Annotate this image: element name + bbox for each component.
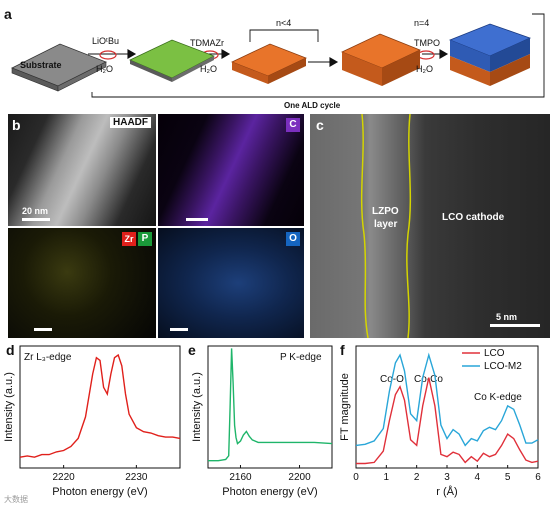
- chart-d-xtick-label: 2230: [125, 472, 148, 483]
- chart-f-xtick-label: 6: [535, 472, 541, 483]
- chart-e-xtick-label: 2200: [288, 472, 311, 483]
- chart-e-ylabel: Intensity (a.u.): [191, 372, 203, 442]
- chart-f-legend-label: LCO-M2: [484, 361, 522, 372]
- chart-f-legend-label: LCO: [484, 348, 505, 359]
- chart-f-xlabel: r (Å): [436, 485, 457, 498]
- zr-label: Zr: [122, 232, 136, 246]
- haadf-label: HAADF: [110, 117, 151, 128]
- p-label: P: [138, 232, 152, 246]
- panel-f-letter: f: [340, 342, 345, 358]
- loop-label: n<4: [276, 18, 292, 28]
- watermark: 大数据: [4, 495, 28, 504]
- chart-f: 0 1 2 3 4 5 6 r (Å) FT magnitude LCO LCO-M2: [339, 345, 541, 498]
- chart-d-ylabel: Intensity (a.u.): [3, 372, 15, 442]
- zr-edge-label: Zr L₃-edge: [24, 352, 72, 363]
- chart-f-xtick-label: 0: [353, 472, 359, 483]
- step4-reagent: TMPO: [414, 38, 440, 48]
- panel-c-letter: c: [316, 117, 324, 133]
- step2-reagent: TDMAZr: [190, 38, 224, 48]
- chart-f-series-1: [355, 352, 539, 447]
- green-layer-slab: [129, 39, 215, 82]
- scale-bar: [22, 218, 50, 221]
- chart-f-xtick-label: 3: [444, 472, 450, 483]
- carbon-map: [158, 114, 304, 226]
- ald-scheme: [11, 13, 545, 98]
- chart-e-frame: [207, 345, 333, 469]
- panel-a-letter: a: [4, 6, 12, 22]
- chart-d-frame: [19, 345, 181, 469]
- chart-f-series-0: [356, 377, 539, 465]
- chart-f-ylabel: FT magnitude: [339, 373, 351, 441]
- panel-e-letter: e: [188, 342, 196, 358]
- p-edge-label: P K-edge: [280, 352, 322, 363]
- zr-p-scale-bar: [34, 328, 52, 331]
- panel-a: a: [0, 0, 554, 112]
- chart-e: 2160 2200 Photon energy (eV) Intensity (a.u…: [191, 345, 333, 498]
- chart-f-xtick-label: 1: [384, 472, 390, 483]
- chart-f-xtick-label: 2: [414, 472, 420, 483]
- carbon-label: C: [286, 118, 300, 132]
- substrate-slab: [11, 43, 107, 92]
- chart-d-xtick-label: 2220: [53, 472, 76, 483]
- cycle-caption: One ALD cycle: [284, 101, 341, 110]
- orange-stack-slab: [341, 33, 421, 86]
- step4-water: H₂O: [416, 64, 433, 74]
- oxygen-scale-bar: [170, 328, 188, 331]
- substrate-label: Substrate: [20, 60, 62, 70]
- lzpo-label-line2: layer: [374, 219, 398, 230]
- repeat-label: n=4: [414, 18, 430, 28]
- panel-b: b HAADF 20 nm C Zr P O: [8, 114, 304, 338]
- lzpo-label: LZPO: [372, 206, 399, 217]
- orange-layer-slab: [230, 43, 308, 84]
- chart-d-xlabel: Photon energy (eV): [52, 486, 147, 498]
- oxygen-label: O: [286, 232, 300, 246]
- lzpo-boundaries: [360, 114, 412, 338]
- final-stack-slab: [448, 23, 532, 86]
- cathode-label: LCO cathode: [442, 212, 505, 223]
- panel-e: e P K-edge 2160 2200 Photon energy (eV) Int…: [184, 340, 336, 512]
- chart-d: 2220 2230 Photon energy (eV) Intensity (a.u…: [3, 345, 181, 498]
- chart-e-xlabel: Photon energy (eV): [222, 486, 317, 498]
- step1-water: H₂O: [96, 64, 113, 74]
- panel-b-letter: b: [12, 117, 21, 133]
- zr-p-map: [8, 228, 156, 338]
- co-edge-label: Co K-edge: [474, 392, 522, 403]
- chart-e-xtick-label: 2160: [229, 472, 252, 483]
- chart-f-xtick-label: 5: [505, 472, 511, 483]
- step1-reagent: LiOᵗBu: [92, 36, 119, 46]
- chart-e-series-0: [208, 348, 333, 462]
- scale-bar-label: 20 nm: [22, 206, 49, 216]
- haadf-image: [8, 114, 156, 226]
- step2-water: H₂O: [200, 64, 217, 74]
- panel-d: d Zr L₃-edge 2220 2230 Photon energy (eV) I…: [0, 340, 184, 512]
- panel-d-letter: d: [6, 342, 15, 358]
- oxygen-map: [158, 228, 304, 338]
- chart-f-xtick-label: 4: [475, 472, 481, 483]
- chart-d-series-0: [19, 353, 181, 458]
- carbon-scale-bar: [186, 218, 208, 221]
- c-scale-bar: [490, 324, 540, 327]
- panel-c-tem: c LZPO layer LCO cathode 5 nm: [310, 114, 550, 338]
- c-scale-label: 5 nm: [496, 312, 518, 322]
